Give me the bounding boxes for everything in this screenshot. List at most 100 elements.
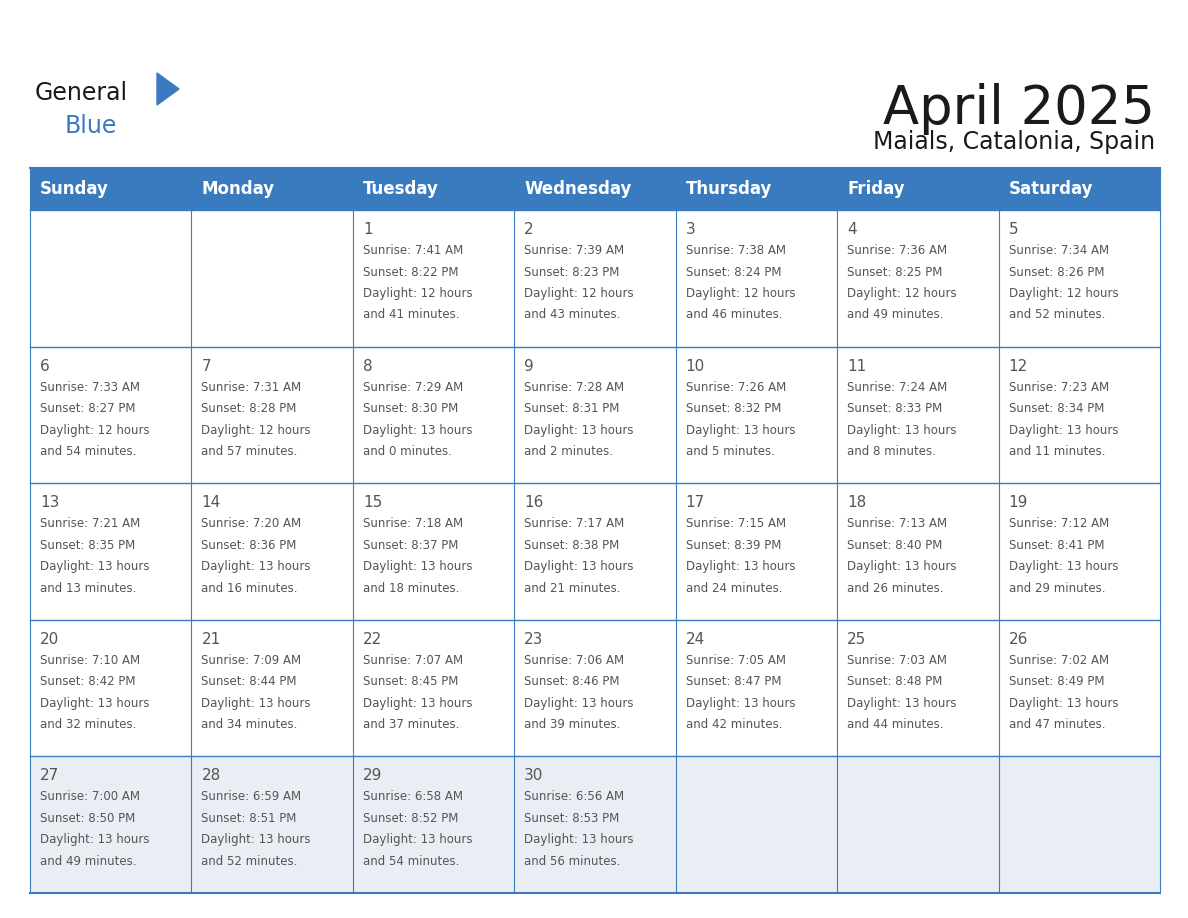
Text: Sunset: 8:24 PM: Sunset: 8:24 PM [685,265,782,278]
Text: Sunrise: 7:06 AM: Sunrise: 7:06 AM [524,654,625,666]
Text: Sunrise: 7:31 AM: Sunrise: 7:31 AM [202,381,302,394]
Text: Sunrise: 7:38 AM: Sunrise: 7:38 AM [685,244,785,257]
Text: Sunday: Sunday [40,180,109,198]
Text: and 54 minutes.: and 54 minutes. [40,445,137,458]
Bar [838,168,999,210]
Bar [999,483,1159,620]
Text: and 16 minutes.: and 16 minutes. [202,582,298,595]
Bar [191,168,353,210]
Text: 28: 28 [202,768,221,783]
Bar [838,483,999,620]
Text: and 41 minutes.: and 41 minutes. [362,308,460,321]
Text: Sunrise: 7:29 AM: Sunrise: 7:29 AM [362,381,463,394]
Text: Sunrise: 7:18 AM: Sunrise: 7:18 AM [362,517,463,531]
Text: Daylight: 13 hours: Daylight: 13 hours [524,560,633,573]
Text: 15: 15 [362,495,383,510]
Text: Sunrise: 7:24 AM: Sunrise: 7:24 AM [847,381,947,394]
Text: Daylight: 13 hours: Daylight: 13 hours [40,697,150,710]
Text: Daylight: 13 hours: Daylight: 13 hours [1009,560,1118,573]
Text: Sunrise: 7:26 AM: Sunrise: 7:26 AM [685,381,786,394]
Text: and 26 minutes.: and 26 minutes. [847,582,943,595]
Text: Daylight: 12 hours: Daylight: 12 hours [685,287,795,300]
Polygon shape [157,73,179,105]
Bar [514,210,676,347]
Bar [353,168,514,210]
Text: Daylight: 13 hours: Daylight: 13 hours [40,834,150,846]
Text: 9: 9 [524,359,535,374]
Text: 6: 6 [40,359,50,374]
Text: and 57 minutes.: and 57 minutes. [202,445,298,458]
Text: 18: 18 [847,495,866,510]
Text: Daylight: 13 hours: Daylight: 13 hours [1009,423,1118,437]
Bar [514,756,676,893]
Text: Daylight: 13 hours: Daylight: 13 hours [362,697,473,710]
Text: Monday: Monday [202,180,274,198]
Text: Daylight: 13 hours: Daylight: 13 hours [685,697,795,710]
Text: and 34 minutes.: and 34 minutes. [202,718,298,732]
Text: Sunrise: 7:34 AM: Sunrise: 7:34 AM [1009,244,1108,257]
Text: Sunrise: 7:20 AM: Sunrise: 7:20 AM [202,517,302,531]
Text: Sunrise: 7:13 AM: Sunrise: 7:13 AM [847,517,947,531]
Text: 24: 24 [685,632,704,647]
Text: Sunrise: 7:21 AM: Sunrise: 7:21 AM [40,517,140,531]
Bar [838,347,999,483]
Text: 13: 13 [40,495,59,510]
Text: Sunset: 8:40 PM: Sunset: 8:40 PM [847,539,942,552]
Bar [514,168,676,210]
Text: Wednesday: Wednesday [524,180,632,198]
Text: Daylight: 12 hours: Daylight: 12 hours [1009,287,1118,300]
Bar [999,168,1159,210]
Text: and 32 minutes.: and 32 minutes. [40,718,137,732]
Bar [353,620,514,756]
Text: and 24 minutes.: and 24 minutes. [685,582,782,595]
Text: 4: 4 [847,222,857,237]
Text: and 42 minutes.: and 42 minutes. [685,718,782,732]
Text: Sunset: 8:51 PM: Sunset: 8:51 PM [202,812,297,825]
Text: Sunset: 8:25 PM: Sunset: 8:25 PM [847,265,942,278]
Bar [353,210,514,347]
Text: and 39 minutes.: and 39 minutes. [524,718,620,732]
Text: Sunset: 8:22 PM: Sunset: 8:22 PM [362,265,459,278]
Bar [191,210,353,347]
Text: Sunset: 8:28 PM: Sunset: 8:28 PM [202,402,297,415]
Text: and 11 minutes.: and 11 minutes. [1009,445,1105,458]
Text: 11: 11 [847,359,866,374]
Text: Daylight: 13 hours: Daylight: 13 hours [362,423,473,437]
Text: Daylight: 12 hours: Daylight: 12 hours [202,423,311,437]
Text: 5: 5 [1009,222,1018,237]
Text: General: General [34,81,128,105]
Text: Sunset: 8:47 PM: Sunset: 8:47 PM [685,676,782,688]
Text: and 47 minutes.: and 47 minutes. [1009,718,1105,732]
Bar [30,756,191,893]
Text: and 5 minutes.: and 5 minutes. [685,445,775,458]
Text: Sunrise: 7:07 AM: Sunrise: 7:07 AM [362,654,463,666]
Text: 14: 14 [202,495,221,510]
Bar [676,620,838,756]
Text: Daylight: 13 hours: Daylight: 13 hours [524,697,633,710]
Text: 27: 27 [40,768,59,783]
Text: Sunrise: 6:59 AM: Sunrise: 6:59 AM [202,790,302,803]
Text: Sunset: 8:52 PM: Sunset: 8:52 PM [362,812,459,825]
Text: Sunrise: 7:12 AM: Sunrise: 7:12 AM [1009,517,1108,531]
Text: 30: 30 [524,768,544,783]
Text: Daylight: 13 hours: Daylight: 13 hours [685,560,795,573]
Text: 1: 1 [362,222,373,237]
Text: Sunset: 8:30 PM: Sunset: 8:30 PM [362,402,459,415]
Text: Sunset: 8:49 PM: Sunset: 8:49 PM [1009,676,1104,688]
Bar [838,620,999,756]
Bar [30,168,191,210]
Text: 17: 17 [685,495,704,510]
Text: Sunset: 8:48 PM: Sunset: 8:48 PM [847,676,942,688]
Text: Sunrise: 7:00 AM: Sunrise: 7:00 AM [40,790,140,803]
Text: Sunset: 8:50 PM: Sunset: 8:50 PM [40,812,135,825]
Text: and 49 minutes.: and 49 minutes. [40,855,137,868]
Bar [676,168,838,210]
Text: Daylight: 12 hours: Daylight: 12 hours [362,287,473,300]
Text: 16: 16 [524,495,544,510]
Text: Daylight: 13 hours: Daylight: 13 hours [847,423,956,437]
Text: Sunrise: 7:23 AM: Sunrise: 7:23 AM [1009,381,1108,394]
Text: Sunrise: 7:36 AM: Sunrise: 7:36 AM [847,244,947,257]
Text: April 2025: April 2025 [883,83,1155,135]
Text: 20: 20 [40,632,59,647]
Text: Daylight: 13 hours: Daylight: 13 hours [362,560,473,573]
